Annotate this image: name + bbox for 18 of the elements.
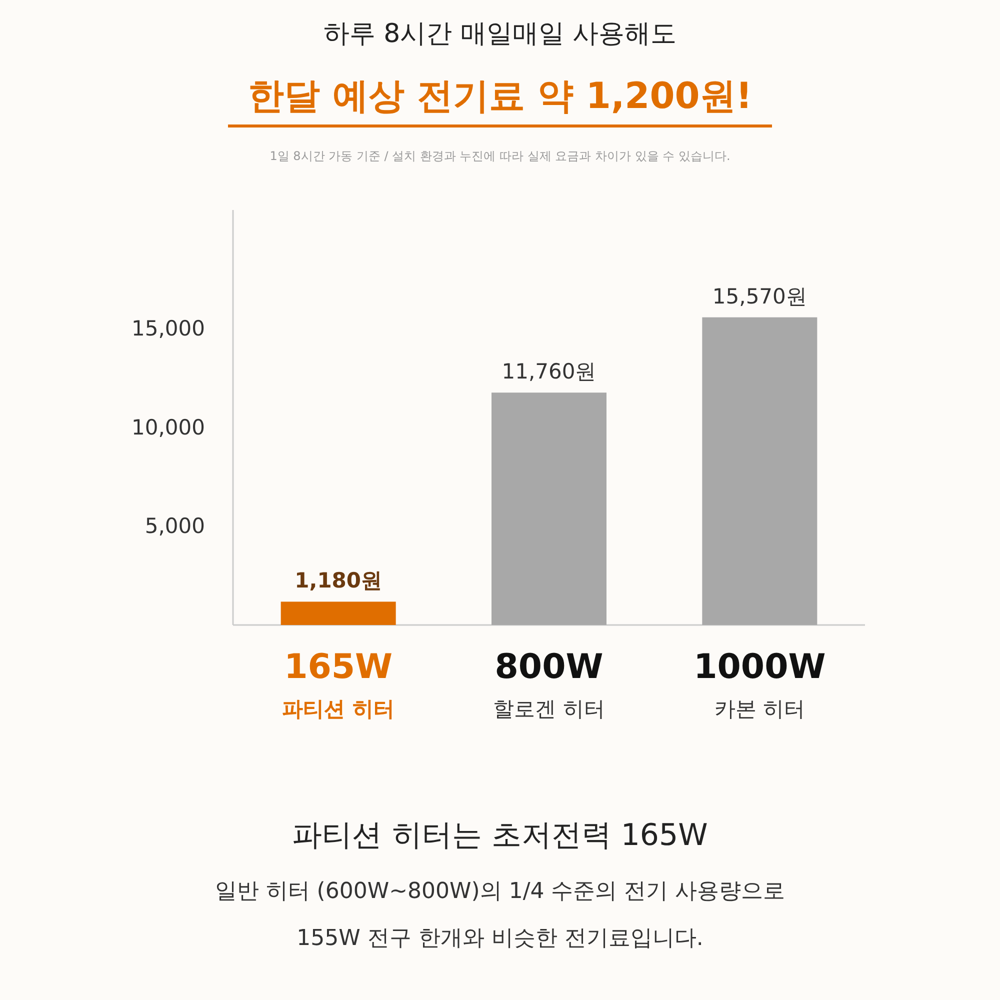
text: 1일 8시간 가동 기준 / 설치 환경과 누진에 따라 실제 요금과 차이가 있을 수 있습니다. <box>270 149 730 163</box>
y-tick-label: 10,000 <box>132 415 205 440</box>
x-tick-label: 165W 파티션 히터 <box>282 647 394 721</box>
data-label: 11,760원 <box>502 360 596 384</box>
bar <box>702 317 818 625</box>
x-tick-label: 800W 할로겐 히터 <box>493 647 605 721</box>
x-tick-label: 1000W 카본 히터 <box>694 647 826 721</box>
chart-subtitle: 한달 예상 전기료 약 1,200원! <box>248 76 752 117</box>
y-tick-label: 15,000 <box>132 316 205 341</box>
text: 파티션 히터는 초저전력 165W <box>292 818 708 853</box>
data-label: 1,180원 <box>294 568 382 593</box>
y-tick-label: 5,000 <box>144 514 205 538</box>
bar <box>492 392 606 625</box>
text: 155W 전구 한개와 비슷한 전기료입니다. <box>296 926 704 951</box>
data-label: 15,570원 <box>712 284 807 308</box>
bar <box>280 602 396 625</box>
chart-title: 하루 8시간 매일매일 사용해도 <box>323 19 677 49</box>
text: 일반 히터 (600W~800W)의 1/4 수준의 전기 사용량으로 <box>214 879 786 904</box>
